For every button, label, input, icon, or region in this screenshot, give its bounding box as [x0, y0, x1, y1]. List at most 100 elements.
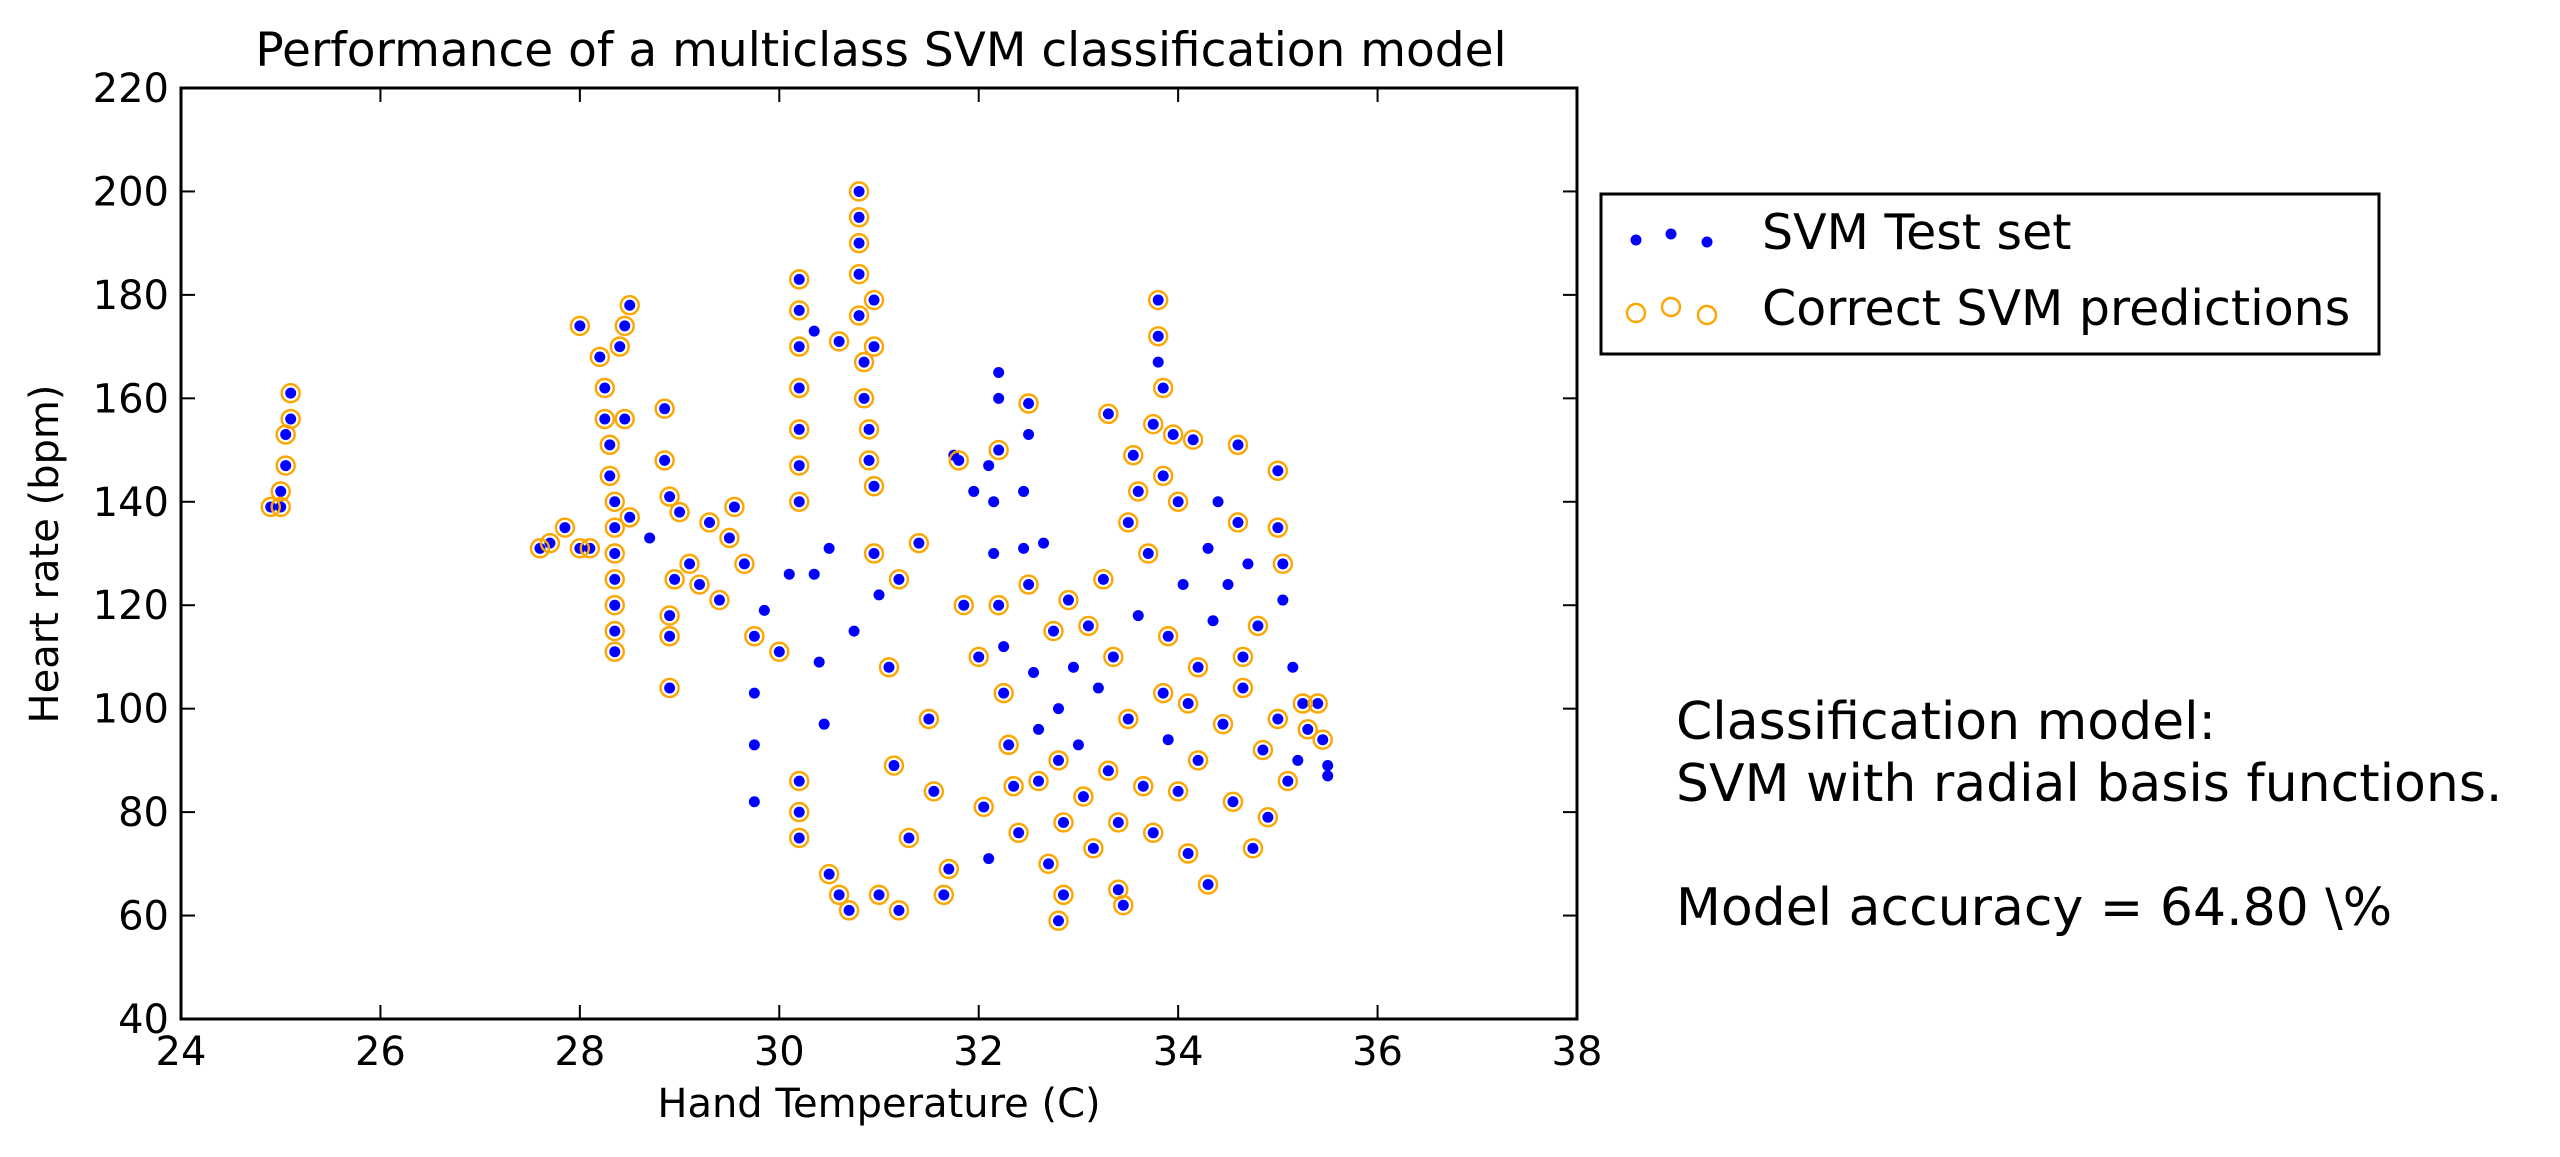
correct-prediction-point — [789, 770, 810, 792]
correct-prediction-point — [1073, 786, 1094, 807]
correct-prediction-point — [1157, 626, 1179, 647]
test-set-point — [738, 558, 750, 570]
test-set-point — [599, 413, 611, 425]
correct-prediction-point — [604, 543, 625, 564]
test-set-point — [1312, 697, 1324, 709]
correct-prediction-point — [1147, 289, 1169, 311]
correct-prediction-point — [1143, 413, 1164, 435]
correct-prediction-point — [1143, 822, 1164, 843]
correct-prediction-point — [1118, 708, 1139, 730]
test-set-point — [748, 630, 760, 642]
correct-prediction-point — [938, 858, 959, 880]
test-set-point — [868, 480, 880, 492]
test-set-point — [703, 516, 715, 528]
test-set-point — [1202, 542, 1214, 554]
y-tick-label: 200 — [93, 169, 169, 215]
test-set-point — [559, 522, 571, 534]
correct-prediction-point — [1003, 776, 1024, 797]
correct-prediction-point — [1257, 807, 1279, 828]
correct-prediction-point — [709, 589, 730, 611]
test-set-point — [833, 335, 845, 347]
test-set-point — [808, 325, 820, 337]
correct-prediction-point — [993, 682, 1014, 704]
correct-prediction-point — [1048, 910, 1069, 931]
test-set-point — [793, 273, 805, 285]
correct-prediction-point — [1272, 553, 1294, 575]
test-set-point — [843, 904, 855, 916]
correct-prediction-point — [898, 827, 920, 849]
test-set-point — [609, 646, 621, 658]
test-set-point — [1297, 697, 1309, 709]
correct-prediction-point — [1098, 760, 1119, 781]
test-set-point — [1167, 429, 1179, 441]
test-set-point — [1057, 816, 1069, 828]
correct-prediction-point — [1098, 403, 1119, 425]
correct-prediction-point — [1267, 708, 1289, 730]
test-set-point — [619, 320, 631, 332]
test-set-point — [1057, 889, 1069, 901]
correct-prediction-point — [888, 900, 910, 921]
test-set-point — [793, 496, 805, 508]
correct-prediction-point — [848, 264, 870, 285]
test-set-point — [1062, 594, 1074, 606]
test-set-point — [1038, 537, 1050, 549]
test-set-point — [1112, 816, 1124, 828]
test-set-point — [868, 294, 880, 306]
test-set-point — [1033, 775, 1045, 787]
test-set-point — [1277, 558, 1289, 570]
test-set-point — [1003, 739, 1015, 751]
test-set-point — [664, 610, 676, 622]
correct-prediction-point — [1078, 615, 1099, 637]
correct-prediction-point — [998, 734, 1019, 756]
test-set-point — [1152, 356, 1164, 368]
correct-prediction-point — [828, 884, 850, 906]
correct-prediction-point — [569, 538, 591, 559]
correct-prediction-point — [789, 300, 810, 321]
test-set-point — [793, 806, 805, 818]
test-set-point — [1112, 884, 1124, 896]
test-set-point — [1207, 615, 1219, 627]
correct-prediction-point — [1152, 377, 1174, 399]
test-set-point — [993, 392, 1005, 404]
correct-prediction-point — [1177, 693, 1199, 714]
test-set-point — [833, 889, 845, 901]
legend-label-correct-predictions: Correct SVM predictions — [1762, 280, 2350, 337]
legend-label-test-set: SVM Test set — [1762, 204, 2071, 261]
y-tick-label: 160 — [93, 376, 169, 422]
correct-prediction-point — [1133, 776, 1154, 797]
test-set-point — [1252, 620, 1264, 632]
test-set-point — [280, 460, 292, 472]
correct-prediction-point — [614, 408, 635, 430]
test-set-point — [1137, 780, 1149, 792]
correct-prediction-point — [1123, 445, 1144, 466]
correct-prediction-point — [908, 532, 930, 554]
test-set-point — [823, 868, 835, 880]
test-set-point — [1272, 522, 1284, 534]
correct-prediction-point — [569, 315, 591, 337]
test-set-point — [664, 630, 676, 642]
test-set-point — [280, 429, 292, 441]
test-set-point — [1187, 434, 1199, 446]
correct-prediction-point — [734, 553, 755, 575]
test-set-point — [868, 548, 880, 559]
test-set-point — [1102, 765, 1114, 777]
x-tick-label: 26 — [355, 1029, 406, 1075]
test-set-point — [988, 548, 1000, 559]
correct-prediction-point — [1138, 543, 1159, 564]
correct-prediction-point — [280, 408, 301, 430]
test-set-point — [1172, 496, 1184, 508]
test-set-point — [669, 573, 681, 585]
correct-prediction-point — [604, 620, 625, 642]
correct-prediction-point — [579, 538, 601, 559]
test-set-point — [1172, 785, 1184, 797]
test-set-point — [275, 485, 287, 497]
test-set-point — [1277, 594, 1289, 606]
test-set-point — [594, 351, 606, 363]
test-set-point — [793, 832, 805, 844]
x-tick-label: 32 — [953, 1029, 1004, 1075]
correct-prediction-point — [1113, 895, 1134, 916]
test-set-point — [783, 568, 795, 580]
legend-frame — [1599, 192, 2381, 356]
correct-prediction-point — [594, 377, 615, 399]
correct-prediction-point — [1167, 491, 1189, 512]
